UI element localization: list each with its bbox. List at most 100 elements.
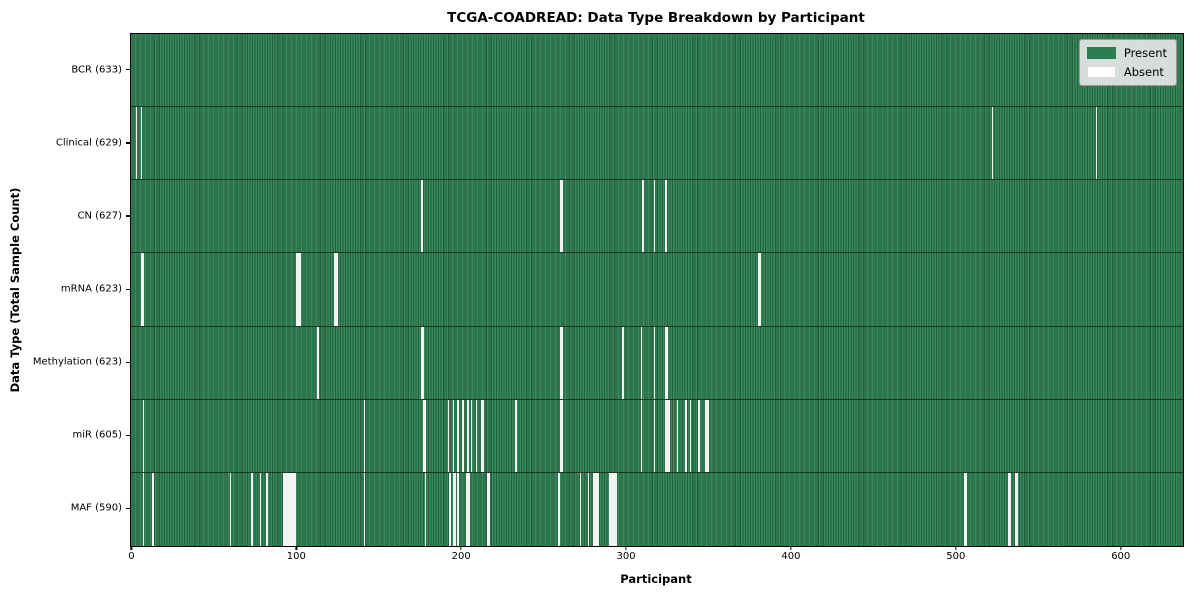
absent-stripe [266, 472, 268, 546]
ytick-mark [126, 69, 130, 71]
heatmap-row-cn [131, 180, 1183, 254]
absent-stripe [422, 399, 426, 472]
ytick-label-bcr: BCR (633) [71, 64, 122, 76]
absent-stripe [447, 399, 450, 472]
xtick-label-600: 600 [1111, 551, 1131, 562]
xtick-mark [295, 546, 297, 550]
absent-stripe [559, 180, 563, 253]
absent-stripe [685, 399, 687, 472]
ytick-label-methylation: Methylation (623) [32, 356, 122, 368]
absent-stripe [665, 180, 667, 253]
xtick-mark [1120, 546, 1122, 550]
absent-stripe [676, 399, 679, 472]
absent-stripe [622, 326, 624, 399]
absent-stripe [559, 399, 563, 472]
xtick-label-500: 500 [946, 551, 966, 562]
absent-stripe [704, 399, 710, 472]
absent-stripe [592, 472, 599, 546]
xtick-label-300: 300 [616, 551, 636, 562]
absent-stripe [1095, 107, 1098, 180]
xtick-mark [955, 546, 957, 550]
absent-stripe [421, 326, 425, 399]
absent-stripe [665, 326, 669, 399]
absent-stripe [333, 253, 339, 326]
legend-swatch-present [1086, 47, 1116, 59]
absent-stripe [452, 399, 455, 472]
absent-stripe [317, 326, 319, 399]
chart-title: TCGA-COADREAD: Data Type Breakdown by Pa… [447, 10, 865, 26]
absent-stripe [480, 399, 484, 472]
heatmap-row-methylation [131, 326, 1183, 400]
absent-stripe [757, 253, 761, 326]
ytick-label-clinical: Clinical (629) [55, 137, 122, 149]
ytick-mark [126, 142, 130, 144]
absent-stripe [653, 180, 656, 253]
absent-stripe [487, 472, 491, 546]
absent-stripe [640, 399, 642, 472]
xtick-mark [625, 546, 627, 550]
absent-stripe [363, 472, 365, 546]
absent-stripe [152, 472, 154, 546]
absent-stripe [698, 399, 700, 472]
absent-stripe [295, 253, 301, 326]
absent-stripe [559, 326, 563, 399]
xtick-label-0: 0 [128, 551, 135, 562]
absent-stripe [470, 399, 473, 472]
legend-label: Absent [1123, 65, 1164, 79]
absent-stripe [142, 399, 145, 472]
plot-area: Present Absent [130, 33, 1184, 547]
absent-stripe [579, 472, 581, 546]
legend-entry-present: Present [1086, 46, 1167, 60]
absent-stripe [421, 180, 423, 253]
legend-label: Present [1123, 46, 1167, 60]
absent-stripe [609, 472, 618, 546]
absent-stripe [475, 399, 478, 472]
absent-stripe [1014, 472, 1018, 546]
absent-stripe [140, 107, 143, 180]
ytick-mark [126, 215, 130, 217]
absent-stripe [558, 472, 560, 546]
heatmap-row-maf [131, 472, 1183, 546]
absent-stripe [457, 399, 459, 472]
x-axis-label: Participant [620, 572, 692, 586]
absent-stripe [363, 399, 365, 472]
absent-stripe [653, 326, 656, 399]
absent-stripe [991, 107, 994, 180]
absent-stripe [1008, 472, 1012, 546]
absent-stripe [462, 399, 464, 472]
legend-swatch-absent [1086, 66, 1116, 78]
absent-stripe [142, 472, 145, 546]
absent-stripe [424, 472, 426, 546]
ytick-mark [126, 507, 130, 510]
absent-stripe [642, 180, 644, 253]
absent-stripe [140, 253, 144, 326]
heatmap-row-mir [131, 399, 1183, 473]
absent-stripe [251, 472, 253, 546]
absent-stripe [587, 472, 590, 546]
heatmap-row-clinical [131, 107, 1183, 181]
absent-stripe [259, 472, 262, 546]
legend: Present Absent [1078, 39, 1177, 86]
ytick-mark [126, 361, 130, 363]
ytick-label-cn: CN (627) [77, 210, 122, 222]
ytick-label-maf: MAF (590) [70, 502, 122, 514]
absent-stripe [665, 399, 670, 472]
xtick-label-400: 400 [781, 551, 801, 562]
absent-stripe [457, 472, 459, 546]
xtick-label-100: 100 [286, 551, 306, 562]
absent-stripe [653, 399, 656, 472]
ytick-mark [126, 434, 130, 437]
absent-stripe [135, 107, 138, 180]
ytick-mark [126, 288, 130, 290]
absent-stripe [229, 472, 232, 546]
xtick-label-200: 200 [451, 551, 471, 562]
absent-stripe [452, 472, 456, 546]
heatmap-row-bcr [131, 34, 1183, 108]
absent-stripe [467, 399, 469, 472]
ytick-label-mrna: mRNA (623) [60, 283, 122, 295]
absent-stripe [689, 399, 692, 472]
ytick-label-mir: miR (605) [72, 429, 122, 441]
absent-stripe [449, 472, 451, 546]
heatmap-row-mrna [131, 253, 1183, 327]
